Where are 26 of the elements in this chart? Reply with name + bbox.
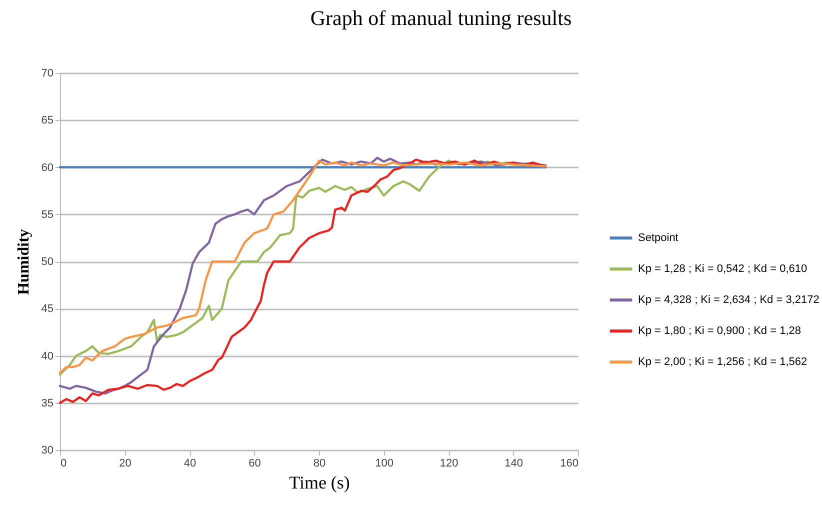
y-tick-label: 45: [41, 303, 54, 316]
y-axis-title: Humidity: [15, 229, 32, 295]
legend-label: Setpoint: [638, 232, 678, 244]
x-tick-label: 80: [313, 458, 326, 470]
y-tick-label: 55: [41, 208, 54, 221]
y-tick-label: 60: [41, 162, 54, 174]
x-axis-title: Time (s): [289, 472, 350, 492]
x-tick-label: 160: [560, 458, 578, 470]
y-tick-label: 40: [41, 350, 54, 362]
y-tick-label: 30: [41, 444, 54, 456]
x-tick-label: 60: [248, 458, 261, 470]
x-tick-label: 0: [60, 458, 67, 470]
legend-label: Kp = 2,00 ; Ki = 1,256 ; Kd = 1,562: [638, 356, 808, 368]
legend-label: Kp = 1,28 ; Ki = 0,542 ; Kd = 0,610: [638, 263, 808, 275]
x-tick-label: 40: [184, 458, 196, 470]
y-tick-label: 35: [41, 397, 54, 410]
legend-label: Kp = 1,80 ; Ki = 0,900 ; Kd = 1,28: [638, 325, 801, 337]
x-tick-label: 20: [119, 458, 132, 470]
y-tick-label: 50: [41, 256, 54, 268]
legend-label: Kp = 4,328 ; Ki = 2,634 ; Kd = 3,2172: [638, 294, 820, 306]
x-tick-label: 120: [440, 458, 458, 470]
y-tick-label: 70: [41, 68, 54, 80]
chart-title: Graph of manual tuning results: [310, 6, 572, 30]
x-tick-label: 100: [375, 458, 394, 470]
x-tick-label: 140: [504, 458, 523, 470]
y-tick-label: 65: [41, 114, 54, 127]
